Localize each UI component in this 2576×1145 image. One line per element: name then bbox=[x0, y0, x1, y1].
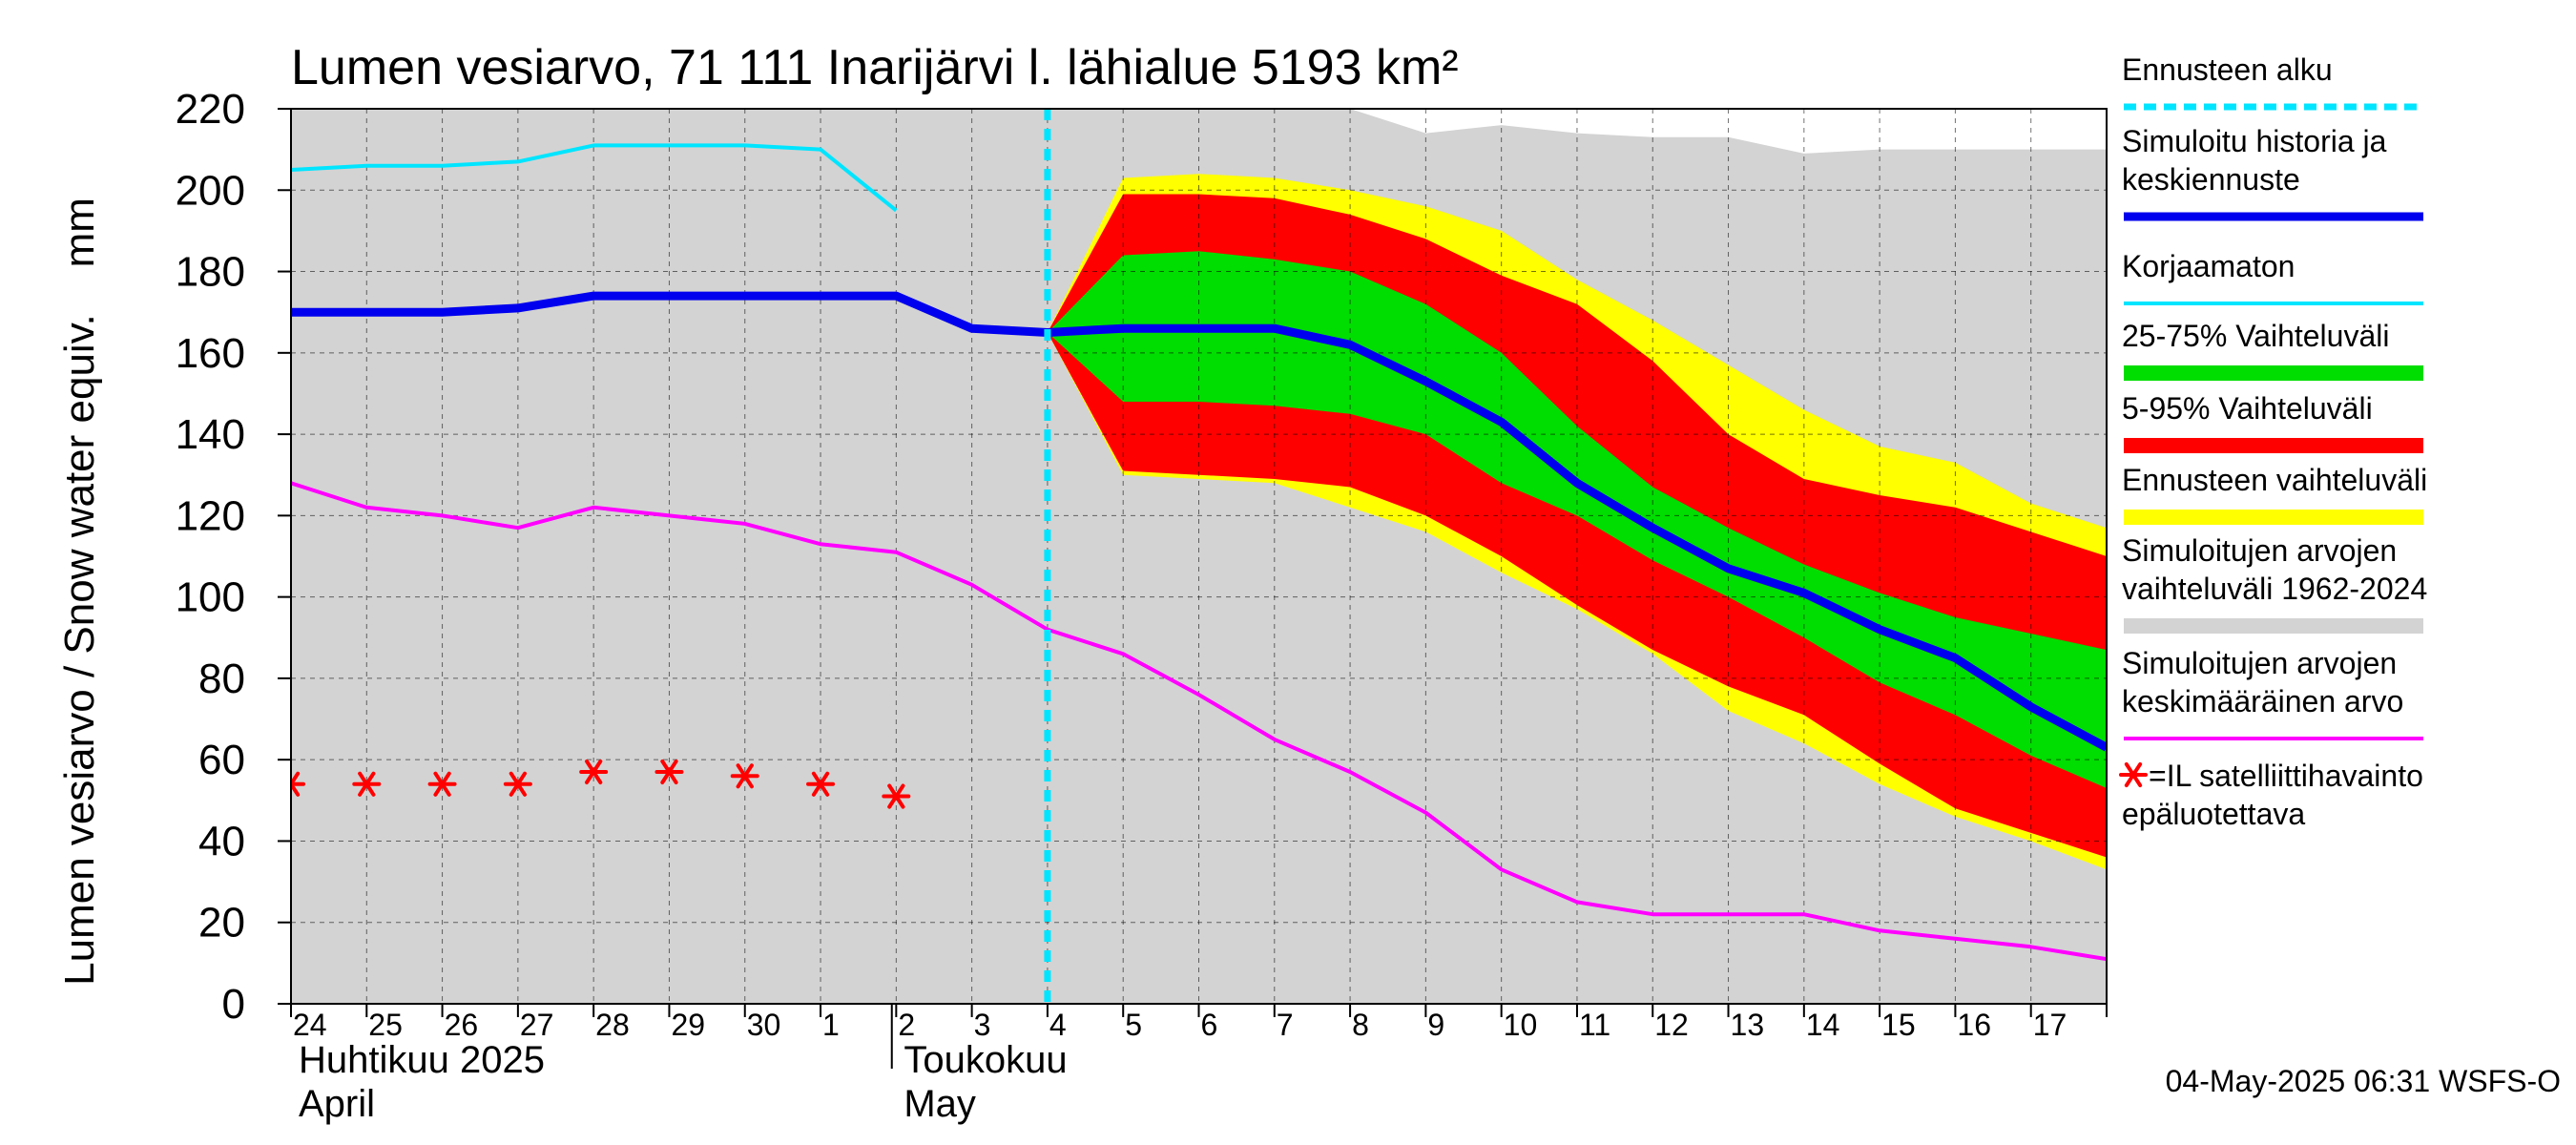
x-tick-label: 5 bbox=[1125, 1008, 1142, 1042]
legend-label: epäluotettava bbox=[2122, 797, 2305, 831]
legend-label: keskimääräinen arvo bbox=[2122, 684, 2403, 718]
legend-swatch-band bbox=[2124, 618, 2423, 634]
marker-stroke bbox=[509, 771, 528, 797]
plot-content bbox=[291, 109, 2107, 1004]
legend-item: Ennusteen alku bbox=[2122, 52, 2423, 111]
y-tick-label: 220 bbox=[176, 86, 245, 133]
x-tick-label: 10 bbox=[1504, 1008, 1538, 1042]
legend-item: Simuloitujen arvojen keskimääräinen arvo bbox=[2122, 646, 2423, 740]
band-25-75-vaihteluv-li bbox=[1047, 251, 2107, 788]
series-line-simuloitujen-arvojen-keskim-r-inen-arvo bbox=[291, 481, 2107, 962]
x-tick-label: 14 bbox=[1806, 1008, 1840, 1042]
legend-label: Simuloitujen arvojen bbox=[2122, 646, 2397, 680]
x-tick-label: 17 bbox=[2033, 1008, 2067, 1042]
legend-swatch-marker bbox=[2119, 761, 2148, 788]
x-tick-label: 25 bbox=[368, 1008, 403, 1042]
x-tick-label: 26 bbox=[445, 1008, 479, 1042]
marker-stroke bbox=[887, 783, 905, 809]
legend-item: Korjaamaton bbox=[2122, 249, 2423, 305]
y-tick-label: 20 bbox=[198, 900, 245, 947]
x-tick-label: 7 bbox=[1277, 1008, 1294, 1042]
marker-stroke bbox=[358, 771, 376, 797]
legend-item: 5-95% Vaihteluväli bbox=[2122, 391, 2423, 453]
y-tick-label: 120 bbox=[176, 492, 245, 539]
x-tick-label: 13 bbox=[1731, 1008, 1765, 1042]
x-tick-label: 9 bbox=[1427, 1008, 1444, 1042]
marker-stroke bbox=[585, 759, 603, 785]
x-tick-label: 24 bbox=[293, 1008, 327, 1042]
marker-stroke bbox=[811, 771, 830, 797]
x-tick-label: 1 bbox=[822, 1008, 840, 1042]
marker-stroke bbox=[2124, 761, 2143, 788]
month-label-en: April bbox=[299, 1083, 375, 1125]
y-tick-label: 140 bbox=[176, 411, 245, 458]
legend-item: Simuloitu historia ja keskiennuste bbox=[2122, 124, 2423, 221]
satellite-marker bbox=[654, 759, 684, 785]
x-tick-label: 4 bbox=[1049, 1008, 1067, 1042]
x-tick-label: 15 bbox=[1881, 1008, 1916, 1042]
x-tick-label: 27 bbox=[520, 1008, 554, 1042]
satellite-marker bbox=[291, 771, 305, 797]
legend-item: Ennusteen vaihteluväli bbox=[2122, 463, 2427, 525]
y-tick-label: 40 bbox=[198, 818, 245, 864]
satellite-marker bbox=[352, 771, 382, 797]
timestamp-label: 04-May-2025 06:31 WSFS-O bbox=[2166, 1064, 2561, 1098]
legend-item: 25-75% Vaihteluväli bbox=[2122, 319, 2423, 381]
legend-item: Simuloitujen arvojen vaihteluväli 1962-20… bbox=[2122, 533, 2427, 634]
legend-label: =IL satelliittihavainto bbox=[2149, 759, 2423, 793]
x-tick-label: 12 bbox=[1654, 1008, 1689, 1042]
x-tick-label: 30 bbox=[747, 1008, 781, 1042]
satellite-marker bbox=[579, 759, 609, 785]
month-label: Toukokuu bbox=[904, 1039, 1067, 1081]
chart-title: Lumen vesiarvo, 71 111 Inarijärvi l. läh… bbox=[291, 40, 1459, 95]
satellite-marker bbox=[503, 771, 532, 797]
y-tick-label: 200 bbox=[176, 167, 245, 214]
legend-label: keskiennuste bbox=[2122, 162, 2300, 197]
satellite-marker bbox=[806, 771, 836, 797]
x-tick-label: 11 bbox=[1579, 1008, 1610, 1042]
legend-label: 25-75% Vaihteluväli bbox=[2122, 319, 2389, 353]
x-tick-label: 3 bbox=[974, 1008, 991, 1042]
legend-swatch-band bbox=[2124, 510, 2423, 525]
plot-area bbox=[291, 109, 2107, 1004]
x-tick-label: 6 bbox=[1201, 1008, 1218, 1042]
y-tick-label: 100 bbox=[176, 574, 245, 621]
legend-label: Ennusteen alku bbox=[2122, 52, 2333, 87]
series-line-simuloitu-historia-ja-keskiennuste bbox=[291, 291, 2107, 752]
x-tick-label: 28 bbox=[595, 1008, 630, 1042]
y-tick-label: 180 bbox=[176, 249, 245, 296]
marker-stroke bbox=[433, 771, 451, 797]
marker-stroke bbox=[291, 781, 301, 797]
y-tick-label: 80 bbox=[198, 656, 245, 702]
marker-stroke bbox=[736, 763, 754, 789]
x-tick-label: 29 bbox=[671, 1008, 705, 1042]
legend: Ennusteen alku Simuloitu historia ja keski… bbox=[2119, 52, 2427, 831]
satellite-marker bbox=[427, 771, 457, 797]
legend-label: vaihteluväli 1962-2024 bbox=[2122, 572, 2427, 606]
x-tick-label: 2 bbox=[898, 1008, 915, 1042]
y-tick-label: 160 bbox=[176, 330, 245, 377]
x-tick-label: 8 bbox=[1352, 1008, 1369, 1042]
marker-stroke bbox=[660, 759, 678, 785]
month-label: Huhtikuu 2025 bbox=[299, 1039, 545, 1081]
legend-label: 5-95% Vaihteluväli bbox=[2122, 391, 2373, 426]
y-tick-label: 60 bbox=[198, 737, 245, 783]
legend-label: Simuloitujen arvojen bbox=[2122, 533, 2397, 568]
y-axis-label: Lumen vesiarvo / Snow water equiv. mm bbox=[56, 198, 103, 986]
satellite-marker bbox=[882, 783, 911, 809]
y-tick-label: 0 bbox=[222, 981, 245, 1028]
legend-swatch-band bbox=[2124, 438, 2423, 453]
legend-label: Ennusteen vaihteluväli bbox=[2122, 463, 2427, 497]
satellite-marker bbox=[730, 763, 759, 789]
series-line-korjaamaton bbox=[291, 143, 898, 213]
legend-item: =IL satelliittihavainto epäluotettava bbox=[2119, 759, 2423, 831]
month-label-en: May bbox=[904, 1083, 976, 1125]
x-tick-label: 16 bbox=[1957, 1008, 1991, 1042]
legend-swatch-band bbox=[2124, 365, 2423, 381]
legend-label: Simuloitu historia ja bbox=[2122, 124, 2387, 158]
marker-stroke bbox=[291, 771, 301, 788]
legend-label: Korjaamaton bbox=[2122, 249, 2295, 283]
